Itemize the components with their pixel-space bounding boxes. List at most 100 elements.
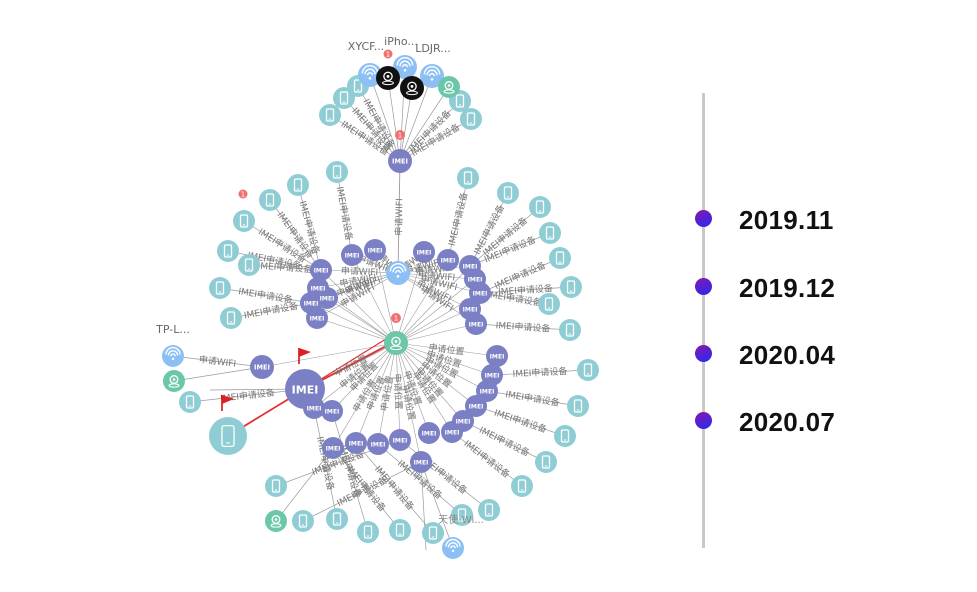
device-node[interactable] bbox=[179, 391, 201, 413]
device-node[interactable] bbox=[451, 504, 473, 526]
device-node[interactable] bbox=[554, 425, 576, 447]
device-node[interactable] bbox=[460, 108, 482, 130]
device-node[interactable] bbox=[560, 276, 582, 298]
phone-icon bbox=[226, 311, 236, 325]
graph-edge bbox=[243, 220, 322, 271]
device-node[interactable] bbox=[422, 522, 444, 544]
device-node[interactable] bbox=[529, 196, 551, 218]
device-node[interactable] bbox=[567, 395, 589, 417]
device-node[interactable] bbox=[220, 307, 242, 329]
imei-label: IMEI bbox=[310, 315, 325, 322]
node-layer[interactable] bbox=[162, 49, 599, 560]
central-location-node[interactable] bbox=[384, 331, 408, 355]
highlighted-imei-node[interactable] bbox=[285, 369, 325, 409]
imei-node[interactable] bbox=[413, 241, 435, 263]
graph-edge bbox=[355, 342, 397, 444]
imei-node[interactable] bbox=[364, 239, 386, 261]
device-node[interactable] bbox=[287, 174, 309, 196]
phone-icon bbox=[239, 214, 249, 228]
device-node[interactable] bbox=[238, 254, 260, 276]
imei-node[interactable] bbox=[250, 355, 274, 379]
imei-node[interactable] bbox=[437, 249, 459, 271]
node-label: 天使-Wi... bbox=[438, 513, 484, 526]
graph-edge bbox=[336, 171, 353, 256]
device-node[interactable] bbox=[497, 182, 519, 204]
device-node[interactable] bbox=[549, 247, 571, 269]
timeline-dot[interactable] bbox=[695, 210, 712, 227]
wifi-node[interactable] bbox=[442, 537, 464, 559]
imei-node[interactable] bbox=[310, 259, 332, 281]
device-node[interactable] bbox=[326, 161, 348, 183]
imei-node[interactable] bbox=[486, 345, 508, 367]
node-label: TP-L... bbox=[155, 323, 190, 336]
camera-node[interactable] bbox=[400, 76, 424, 100]
relationship-graph[interactable]: IMEI申请设备 IMEI申请设备 IMEI申请设备 IMEI申请设备 IMEI申请设备… bbox=[0, 0, 680, 587]
imei-label: IMEI bbox=[392, 158, 408, 166]
device-node[interactable] bbox=[539, 222, 561, 244]
imei-node[interactable] bbox=[367, 433, 389, 455]
phone-icon bbox=[185, 395, 195, 409]
device-node[interactable] bbox=[478, 499, 500, 521]
imei-node[interactable] bbox=[410, 451, 432, 473]
graph-edge bbox=[399, 75, 433, 162]
imei-node[interactable] bbox=[441, 421, 463, 443]
device-node[interactable] bbox=[511, 475, 533, 497]
device-node[interactable] bbox=[259, 189, 281, 211]
imei-label: IMEI bbox=[473, 290, 488, 297]
device-node[interactable] bbox=[326, 508, 348, 530]
imei-node[interactable] bbox=[341, 244, 363, 266]
timeline-label[interactable]: 2019.11 bbox=[739, 205, 834, 235]
device-node[interactable] bbox=[577, 359, 599, 381]
device-node[interactable] bbox=[233, 210, 255, 232]
device-node[interactable] bbox=[357, 521, 379, 543]
timeline-dot[interactable] bbox=[695, 278, 712, 295]
device-node[interactable] bbox=[209, 277, 231, 299]
wifi-node[interactable] bbox=[386, 261, 410, 285]
device-node[interactable] bbox=[538, 293, 560, 315]
device-node[interactable] bbox=[292, 510, 314, 532]
timeline-dot[interactable] bbox=[695, 345, 712, 362]
imei-node[interactable] bbox=[465, 395, 487, 417]
wifi-node[interactable] bbox=[162, 345, 184, 367]
imei-node[interactable] bbox=[469, 282, 491, 304]
timeline-label[interactable]: 2020.04 bbox=[739, 340, 836, 370]
graph-edge bbox=[374, 249, 397, 344]
device-node[interactable] bbox=[265, 475, 287, 497]
timeline-label[interactable]: 2020.07 bbox=[739, 407, 836, 437]
imei-node[interactable] bbox=[389, 429, 411, 451]
imei-node[interactable] bbox=[321, 400, 343, 422]
loc-node[interactable] bbox=[265, 510, 287, 532]
loc-node[interactable] bbox=[163, 370, 185, 392]
imei-label: IMEI bbox=[307, 405, 322, 412]
camera-node[interactable] bbox=[376, 66, 400, 90]
graph-edge bbox=[395, 323, 477, 344]
device-node[interactable] bbox=[319, 104, 341, 126]
imei-node[interactable] bbox=[388, 149, 412, 173]
timeline-dot[interactable] bbox=[695, 412, 712, 429]
phone-icon bbox=[353, 79, 363, 93]
timeline-label[interactable]: 2019.12 bbox=[739, 273, 836, 303]
device-node[interactable] bbox=[457, 167, 479, 189]
imei-node[interactable] bbox=[306, 307, 328, 329]
imei-label: IMEI bbox=[311, 285, 326, 292]
imei-node[interactable] bbox=[418, 422, 440, 444]
phone-icon bbox=[395, 523, 405, 537]
imei-node[interactable] bbox=[316, 287, 338, 309]
device-node[interactable] bbox=[559, 319, 581, 341]
device-node[interactable] bbox=[535, 451, 557, 473]
imei-label: IMEI bbox=[254, 364, 270, 372]
imei-node[interactable] bbox=[322, 437, 344, 459]
phone-icon bbox=[573, 399, 583, 413]
device-node[interactable] bbox=[389, 519, 411, 541]
imei-label: IMEI bbox=[463, 263, 478, 270]
phone-icon bbox=[271, 479, 281, 493]
imei-node[interactable] bbox=[465, 313, 487, 335]
alert-badge-count: 1 bbox=[394, 315, 398, 323]
loc-node[interactable] bbox=[438, 76, 460, 98]
graph-edge bbox=[320, 269, 399, 274]
highlighted-device-node[interactable] bbox=[209, 417, 247, 455]
imei-node[interactable] bbox=[345, 432, 367, 454]
device-node[interactable] bbox=[217, 240, 239, 262]
graph-edge bbox=[357, 85, 401, 162]
